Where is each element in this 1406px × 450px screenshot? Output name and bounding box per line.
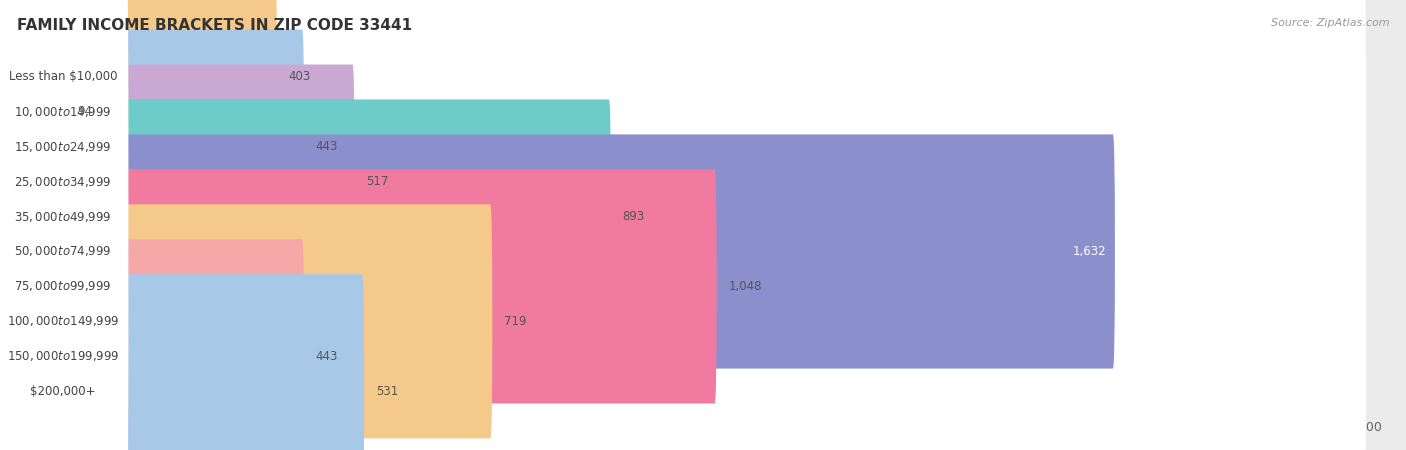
Text: $150,000 to $199,999: $150,000 to $199,999 <box>7 349 120 363</box>
Text: 443: 443 <box>316 140 337 153</box>
FancyBboxPatch shape <box>0 0 128 229</box>
Text: Source: ZipAtlas.com: Source: ZipAtlas.com <box>1271 18 1389 28</box>
FancyBboxPatch shape <box>0 0 277 194</box>
FancyBboxPatch shape <box>0 169 128 404</box>
FancyBboxPatch shape <box>0 204 128 438</box>
Text: 531: 531 <box>375 385 398 398</box>
FancyBboxPatch shape <box>0 64 1365 299</box>
Text: $25,000 to $34,999: $25,000 to $34,999 <box>14 175 112 189</box>
FancyBboxPatch shape <box>0 274 364 450</box>
FancyBboxPatch shape <box>0 0 66 229</box>
FancyBboxPatch shape <box>0 239 304 450</box>
Text: $35,000 to $49,999: $35,000 to $49,999 <box>14 210 112 224</box>
FancyBboxPatch shape <box>0 0 1365 229</box>
FancyBboxPatch shape <box>0 99 612 333</box>
FancyBboxPatch shape <box>0 0 128 194</box>
FancyBboxPatch shape <box>0 30 304 264</box>
FancyBboxPatch shape <box>0 239 1365 450</box>
Text: FAMILY INCOME BRACKETS IN ZIP CODE 33441: FAMILY INCOME BRACKETS IN ZIP CODE 33441 <box>17 18 412 33</box>
Text: 719: 719 <box>503 315 526 328</box>
Text: 403: 403 <box>288 70 311 83</box>
FancyBboxPatch shape <box>0 204 1365 438</box>
Text: $50,000 to $74,999: $50,000 to $74,999 <box>14 244 112 258</box>
Text: 94: 94 <box>77 105 93 118</box>
FancyBboxPatch shape <box>0 274 128 450</box>
Text: 443: 443 <box>316 350 337 363</box>
FancyBboxPatch shape <box>0 135 1115 369</box>
Text: $100,000 to $149,999: $100,000 to $149,999 <box>7 315 120 328</box>
Text: 893: 893 <box>623 210 645 223</box>
FancyBboxPatch shape <box>0 99 1365 333</box>
FancyBboxPatch shape <box>0 204 492 438</box>
Text: $200,000+: $200,000+ <box>31 385 96 398</box>
Text: $15,000 to $24,999: $15,000 to $24,999 <box>14 140 112 153</box>
FancyBboxPatch shape <box>0 30 128 264</box>
FancyBboxPatch shape <box>0 64 354 299</box>
FancyBboxPatch shape <box>0 274 1365 450</box>
FancyBboxPatch shape <box>0 239 128 450</box>
Text: $75,000 to $99,999: $75,000 to $99,999 <box>14 279 112 293</box>
FancyBboxPatch shape <box>0 135 128 369</box>
Text: Less than $10,000: Less than $10,000 <box>8 70 117 83</box>
FancyBboxPatch shape <box>0 169 1365 404</box>
Text: $10,000 to $14,999: $10,000 to $14,999 <box>14 105 112 119</box>
FancyBboxPatch shape <box>0 135 1365 369</box>
Text: 1,048: 1,048 <box>728 280 762 293</box>
FancyBboxPatch shape <box>0 64 128 299</box>
FancyBboxPatch shape <box>0 99 128 333</box>
FancyBboxPatch shape <box>0 0 1365 194</box>
FancyBboxPatch shape <box>0 30 1365 264</box>
Text: 1,632: 1,632 <box>1073 245 1107 258</box>
FancyBboxPatch shape <box>0 169 717 404</box>
Text: 517: 517 <box>366 175 388 188</box>
